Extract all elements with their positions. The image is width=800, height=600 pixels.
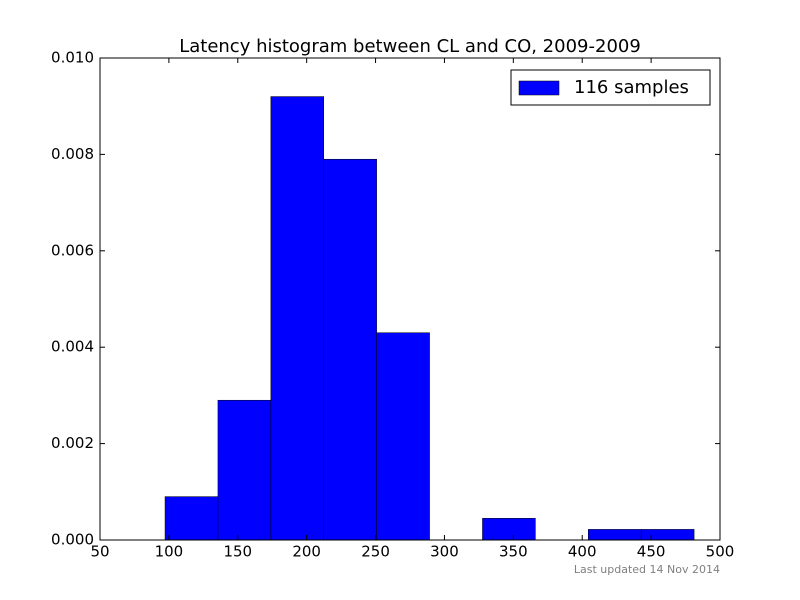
y-tick-label: 0.004 [51, 338, 94, 356]
bar [482, 518, 536, 541]
bar [164, 496, 219, 541]
x-tick-label: 400 [568, 543, 597, 561]
x-tick-label: 350 [499, 543, 528, 561]
x-tick-label: 100 [155, 543, 184, 561]
x-tick-label: 200 [292, 543, 321, 561]
x-tick-label: 150 [223, 543, 252, 561]
y-tick-label: 0.010 [51, 49, 94, 67]
x-tick-label: 300 [430, 543, 459, 561]
y-tick-label: 0.000 [51, 531, 94, 549]
axes-frame [99, 57, 721, 541]
bar [588, 529, 642, 541]
y-tick-label: 0.008 [51, 145, 94, 163]
bar [217, 399, 272, 541]
bar [270, 96, 325, 541]
chart-title: Latency histogram between CL and CO, 200… [179, 36, 641, 57]
legend-swatch [518, 80, 560, 96]
bar [640, 529, 695, 541]
x-tick-label: 50 [90, 543, 109, 561]
x-tick-label: 250 [361, 543, 390, 561]
footer: Last updated 14 Nov 2014 [574, 563, 720, 576]
y-tick-label: 0.006 [51, 241, 94, 259]
legend-label: 116 samples [574, 77, 689, 98]
y-tick-label: 0.002 [51, 434, 94, 452]
bar [323, 158, 377, 541]
x-tick-label: 500 [706, 543, 735, 561]
bar [376, 332, 430, 541]
x-tick-label: 450 [637, 543, 666, 561]
